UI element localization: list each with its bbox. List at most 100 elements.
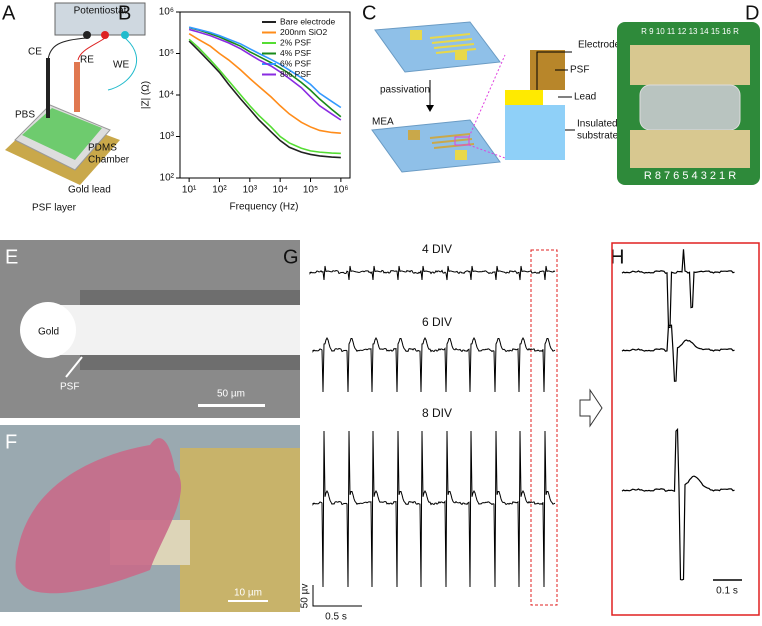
label: passivation xyxy=(380,85,430,96)
x-tick-label: 10¹ xyxy=(182,185,197,196)
y-tick-label: 10⁴ xyxy=(159,90,174,101)
label: 10 µm xyxy=(234,588,262,599)
pbs xyxy=(22,108,102,160)
label: R 9 10 11 12 13 14 15 16 R xyxy=(641,27,739,36)
legend-label: 4% PSF xyxy=(280,48,311,58)
potentiostat xyxy=(54,2,146,36)
panel-label: F xyxy=(5,431,17,453)
re-electrode xyxy=(74,62,80,112)
series-line xyxy=(188,26,342,109)
trace xyxy=(309,265,556,281)
pointer xyxy=(65,356,83,378)
label: 50 µv xyxy=(300,584,311,609)
gold-electrode xyxy=(20,302,76,358)
x-tick-label: 10⁶ xyxy=(333,185,348,196)
panel-b: B Frequency (Hz) |Z| (Ω) 10¹ 10² 10³ 10⁴ 10⁵… xyxy=(118,2,351,213)
panel-label: G xyxy=(283,246,299,268)
gold-lead xyxy=(40,305,300,355)
panel-label: D xyxy=(745,2,759,24)
leads xyxy=(429,33,477,54)
pad xyxy=(455,150,467,160)
legend-label: Bare electrode xyxy=(280,16,336,26)
y-tick-label: 10³ xyxy=(160,131,175,142)
panel-d: R 9 10 11 12 13 14 15 16 R R 8 7 6 5 4 3… xyxy=(617,2,760,185)
label: Gold lead xyxy=(68,185,111,196)
legend-label: 200nm SiO2 xyxy=(280,27,328,37)
label: Potentiostat xyxy=(74,6,127,17)
label: Chamber xyxy=(88,155,130,166)
zoom-box xyxy=(611,242,760,616)
panel-f: 10 µm F xyxy=(0,425,300,612)
trace xyxy=(312,336,556,393)
label: Gold xyxy=(38,327,59,338)
insulated-substrate xyxy=(505,105,565,160)
series-line xyxy=(188,33,341,135)
label: PSF layer xyxy=(32,203,77,214)
waveform xyxy=(621,324,735,382)
ce-wire xyxy=(47,37,88,61)
label: Insulated xyxy=(577,119,618,130)
label: Electrode xyxy=(578,40,621,51)
chamber xyxy=(639,84,741,131)
lead-layer xyxy=(505,90,543,105)
pins-top xyxy=(630,45,750,85)
label: 0.1 s xyxy=(716,586,738,597)
row-label: 6 DIV xyxy=(422,315,452,329)
panel-a: Potentiostat CE RE WE PBS PDMS Chamber G… xyxy=(2,2,146,214)
label: PDMS xyxy=(88,143,117,154)
label: RE xyxy=(80,55,94,66)
row-label: 8 DIV xyxy=(422,406,452,420)
arrow-head xyxy=(426,105,434,112)
x-tick-label: 10³ xyxy=(243,185,258,196)
series-line xyxy=(188,26,342,118)
y-tick-label: 10⁶ xyxy=(159,7,174,18)
label: CE xyxy=(28,47,42,58)
we-wire xyxy=(107,37,138,91)
scale-bar xyxy=(198,404,265,407)
label: substrate xyxy=(577,131,619,142)
pad xyxy=(455,50,467,60)
arrow xyxy=(579,388,603,428)
panel-g: G 4 DIV 6 DIV 8 DIV 50 µv 0.5 s xyxy=(283,242,603,623)
panel-label: A xyxy=(2,2,16,24)
legend-label: 6% PSF xyxy=(280,58,311,68)
re-port xyxy=(101,31,109,39)
series-line xyxy=(188,28,342,121)
label: PSF xyxy=(60,382,79,393)
highlight-box xyxy=(530,249,558,606)
zoom-box xyxy=(454,136,470,146)
panel-c: passivation MEA Electrode PSF Lead Insul… xyxy=(362,2,621,173)
trace xyxy=(312,430,556,588)
legend-label: 2% PSF xyxy=(280,37,311,47)
panel-label: E xyxy=(5,246,18,268)
label: Lead xyxy=(574,92,596,103)
x-tick-label: 10² xyxy=(212,185,227,196)
pointers xyxy=(555,69,575,131)
ce-electrode xyxy=(46,58,50,118)
label: 50 µm xyxy=(217,389,245,400)
zoom-lines xyxy=(468,54,506,159)
label: R 8 7 6 5 4 3 2 1 R xyxy=(644,170,736,182)
pointer xyxy=(536,51,572,90)
label: PSF xyxy=(570,65,589,76)
waveform xyxy=(621,249,735,329)
pad xyxy=(408,130,420,140)
panel-label: H xyxy=(610,246,624,268)
waveform xyxy=(621,427,735,581)
row-label: 4 DIV xyxy=(422,242,452,256)
panel-h: H 0.1 s xyxy=(610,242,760,616)
ce-port xyxy=(83,31,91,39)
scale-bar xyxy=(228,600,268,602)
pins-bottom xyxy=(630,130,750,168)
electrode xyxy=(180,448,300,612)
label: PBS xyxy=(15,110,35,121)
series-line xyxy=(188,40,341,159)
y-tick-label: 10² xyxy=(160,173,175,184)
we-port xyxy=(121,31,129,39)
label: 0.5 s xyxy=(325,612,347,623)
y-axis-label: |Z| (Ω) xyxy=(141,81,152,109)
scale-bar xyxy=(312,585,362,607)
x-axis-label: Frequency (Hz) xyxy=(230,202,299,213)
panel-label: C xyxy=(362,2,376,24)
